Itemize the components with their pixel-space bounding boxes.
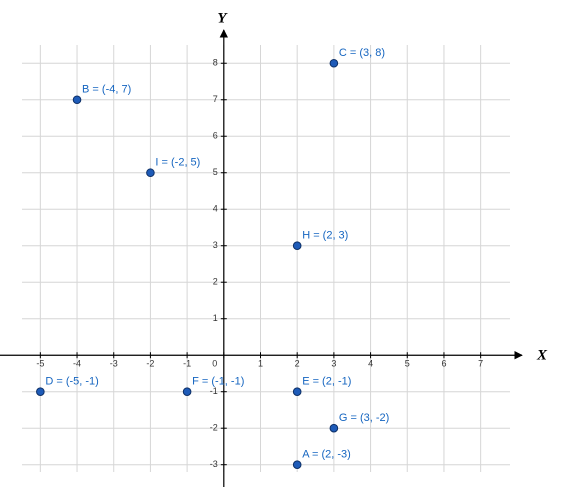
point-label: A = (2, -3) (302, 449, 351, 461)
x-tick-label: 4 (368, 359, 373, 369)
point-label: C = (3, 8) (339, 47, 385, 59)
grid (22, 45, 510, 472)
x-tick-label: 1 (258, 359, 263, 369)
x-tick-label: -1 (183, 359, 191, 369)
point (292, 241, 302, 251)
y-tick-label: 2 (213, 277, 218, 287)
point-label: G = (3, -2) (339, 412, 389, 424)
point-label: E = (2, -1) (302, 376, 351, 388)
point (146, 168, 155, 178)
y-tick-label: 7 (213, 94, 218, 104)
point-label: B = (-4, 7) (82, 84, 131, 96)
point-label: D = (-5, -1) (45, 376, 98, 388)
x-tick-label: 2 (295, 359, 300, 369)
y-tick-label: 3 (213, 240, 218, 250)
point (329, 423, 339, 433)
x-tick-label: 6 (441, 359, 446, 369)
point (292, 387, 302, 397)
point (182, 387, 192, 397)
x-axis-label: X (536, 347, 548, 363)
y-tick-label: 8 (213, 58, 218, 68)
y-tick-label: -3 (210, 459, 218, 469)
y-tick-label: -1 (210, 386, 218, 396)
point (292, 460, 302, 470)
point (36, 387, 45, 397)
y-tick-label: 5 (213, 167, 218, 177)
x-tick-label: -3 (110, 359, 118, 369)
x-tick-label: 7 (478, 359, 483, 369)
y-axis-label: Y (217, 10, 228, 26)
point-label: I = (-2, 5) (155, 157, 200, 169)
y-tick-label: 6 (213, 131, 218, 141)
y-tick-label: -2 (210, 423, 218, 433)
x-tick-label: 5 (405, 359, 410, 369)
x-tick-label: 0 (212, 359, 217, 369)
point-label: H = (2, 3) (302, 230, 348, 242)
x-tick-label: -5 (36, 359, 44, 369)
x-tick-label: 3 (331, 359, 336, 369)
x-tick-label: -4 (73, 359, 81, 369)
point-label: F = (-1, -1) (192, 376, 244, 388)
point (72, 95, 82, 105)
y-tick-label: 1 (213, 313, 218, 323)
x-tick-label: -2 (146, 359, 154, 369)
point (329, 58, 339, 68)
y-tick-label: 4 (213, 204, 218, 214)
